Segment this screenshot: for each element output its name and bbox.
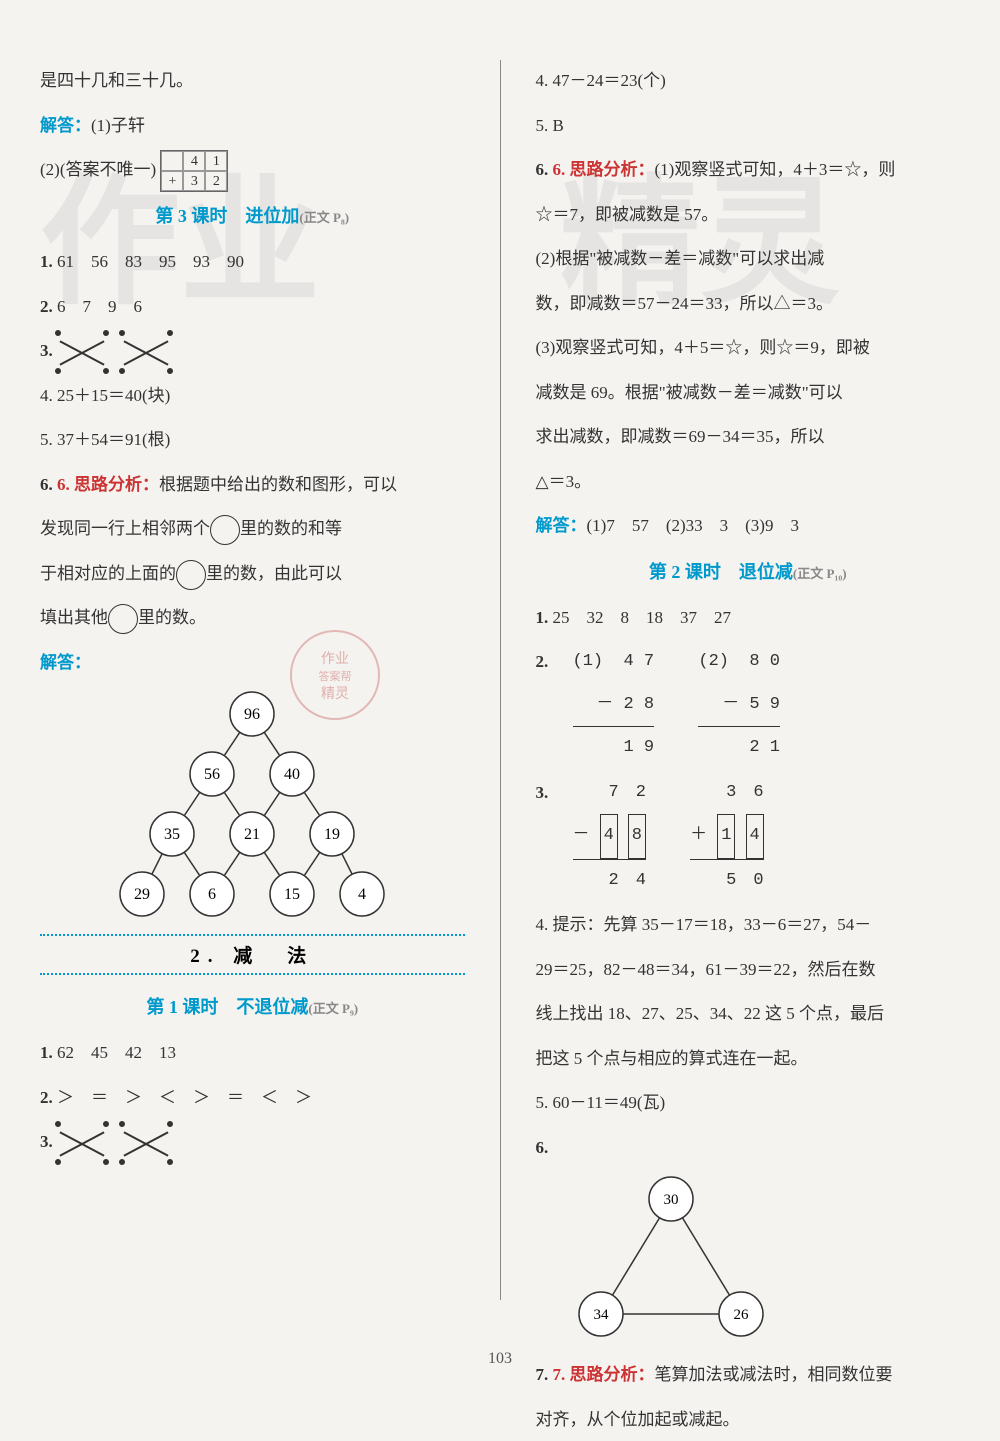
addition-grid: 41 +32 [160, 150, 228, 192]
lesson-2-header: 第 2 课时 退位减(正文 P₁₀) [536, 550, 961, 595]
cross-diagram-2 [121, 332, 171, 372]
q6-line3: 于相对应的上面的里的数，由此可以 [40, 553, 465, 596]
t4-l3: 线上找出 18、27、25、34、22 这 5 个点，最后 [536, 993, 961, 1036]
left-column: 是四十几和三十几。 解答：(1)子轩 (2)(答案不唯一) 41 +32 第 3… [40, 60, 465, 1300]
q5: 5. 37＋54＝91(根) [40, 419, 465, 462]
analysis-label: 6. 思路分析： [57, 475, 159, 494]
svg-text:56: 56 [204, 766, 220, 783]
r6-l4: 数，即减数＝57－24＝33，所以△＝3。 [536, 283, 961, 326]
svg-text:96: 96 [244, 706, 260, 723]
svg-text:26: 26 [733, 1307, 749, 1323]
calc-2-1: (1) 4 7 － 2 8 1 9 [573, 641, 655, 770]
calc-3-2: 3 6 ＋ 1 4 5 0 [690, 772, 763, 903]
number-tree: 96 56 40 35 21 19 29 6 15 4 [102, 689, 402, 924]
r6-l5: (3)观察竖式可知，4＋5＝☆，则☆＝9，即被 [536, 327, 961, 370]
s1: 1. 62 45 42 13 [40, 1032, 465, 1075]
right-column: 4. 47－24＝23(个) 5. B 6. 6. 思路分析：(1)观察竖式可知… [536, 60, 961, 1300]
analysis-label: 7. 思路分析： [553, 1365, 655, 1384]
s2: 2. ＞ ＝ ＞ ＜ ＞ ＝ ＜ ＞ [40, 1077, 465, 1120]
svg-text:21: 21 [244, 826, 260, 843]
jieda-label: 解答： [40, 116, 91, 135]
t4-l1: 4. 提示：先算 35－17＝18，33－6＝27，54－ [536, 904, 961, 947]
calc-2-2: (2) 8 0 － 5 9 2 1 [698, 641, 780, 770]
lesson-3-header: 第 3 课时 进位加(正文 P₈) [40, 194, 465, 239]
cross-diagram-4 [121, 1123, 171, 1163]
column-divider [500, 60, 501, 1300]
r6-l1: 6. 6. 思路分析：(1)观察竖式可知，4＋3＝☆，则 [536, 149, 961, 192]
t5: 5. 60－11＝49(瓦) [536, 1082, 961, 1125]
r4: 4. 47－24＝23(个) [536, 60, 961, 103]
calc-3-1: 7 2 － 4 8 2 4 [573, 772, 646, 903]
lesson-1-header: 第 1 课时 不退位减(正文 P₉) [40, 985, 465, 1030]
svg-text:29: 29 [134, 886, 150, 903]
analysis-label: 6. 思路分析： [553, 160, 655, 179]
page-number: 103 [488, 1350, 512, 1368]
jieda2: 解答： [40, 642, 465, 685]
svg-text:34: 34 [593, 1307, 609, 1323]
r6-l8: △＝3。 [536, 461, 961, 504]
t2: 2. (1) 4 7 － 2 8 1 9 (2) 8 0 － 5 9 2 1 [536, 641, 961, 770]
t7-l1: 7. 7. 思路分析：笔算加法或减法时，相同数位要 [536, 1354, 961, 1397]
r5: 5. B [536, 105, 961, 148]
intro-text: 是四十几和三十几。 [40, 60, 465, 103]
q6-line2: 发现同一行上相邻两个里的数的和等 [40, 508, 465, 551]
svg-text:15: 15 [284, 886, 300, 903]
r6-l7: 求出减数，即减数＝69－34＝35，所以 [536, 416, 961, 459]
q2: 2. 6 7 9 6 [40, 286, 465, 329]
cross-diagram-3 [57, 1123, 107, 1163]
page-content: 是四十几和三十几。 解答：(1)子轩 (2)(答案不唯一) 41 +32 第 3… [40, 60, 960, 1300]
circle-icon [210, 515, 240, 545]
r6-l3: (2)根据"被减数－差＝减数"可以求出减 [536, 238, 961, 281]
s3: 3. [40, 1121, 465, 1164]
q6-line1: 6. 6. 思路分析：根据题中给出的数和图形，可以 [40, 464, 465, 507]
circle-icon [108, 604, 138, 634]
answer-line-1: 解答：(1)子轩 [40, 105, 465, 148]
t7-l2: 对齐，从个位加起或减起。 [536, 1399, 961, 1441]
svg-text:4: 4 [358, 886, 366, 903]
t4-l4: 把这 5 个点与相应的算式连在一起。 [536, 1038, 961, 1081]
t3: 3. 7 2 － 4 8 2 4 3 6 ＋ 1 4 5 0 [536, 772, 961, 903]
r-jieda: 解答：(1)7 57 (2)33 3 (3)9 3 [536, 505, 961, 548]
r6-l6: 减数是 69。根据"被减数－差＝减数"可以 [536, 372, 961, 415]
q6-line4: 填出其他里的数。 [40, 597, 465, 640]
r6-l2: ☆＝7，即被减数是 57。 [536, 194, 961, 237]
svg-text:40: 40 [284, 766, 300, 783]
cross-diagram-1 [57, 332, 107, 372]
svg-text:35: 35 [164, 826, 180, 843]
t4-l2: 29＝25，82－48＝34，61－39＝22，然后在数 [536, 949, 961, 992]
q1: 1. 61 56 83 95 93 90 [40, 241, 465, 284]
triangle-diagram: 30 34 26 [566, 1174, 776, 1349]
svg-text:30: 30 [663, 1192, 678, 1208]
q3: 3. [40, 330, 465, 373]
svg-text:19: 19 [324, 826, 340, 843]
answer-line-2: (2)(答案不唯一) 41 +32 [40, 149, 465, 192]
q4: 4. 25＋15＝40(块) [40, 375, 465, 418]
section-2-title: 2. 减 法 [40, 934, 465, 975]
t6: 6. [536, 1127, 961, 1170]
svg-text:6: 6 [208, 886, 216, 903]
circle-icon [176, 560, 206, 590]
t1: 1. 25 32 8 18 37 27 [536, 597, 961, 640]
